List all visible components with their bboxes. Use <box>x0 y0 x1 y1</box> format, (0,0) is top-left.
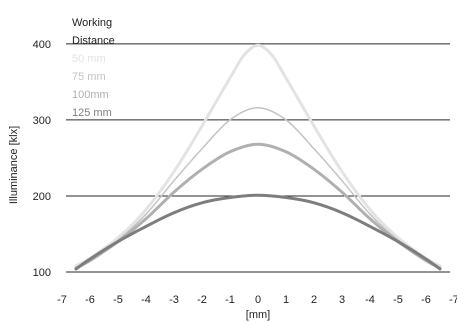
x-tick-label: -4 <box>365 294 375 306</box>
x-tick-label: -6 <box>421 294 431 306</box>
y-axis-title: Illuminance [klx] <box>8 126 20 204</box>
series-line-75mm <box>75 106 441 269</box>
x-tick-label: 1 <box>283 294 289 306</box>
series-line-125mm <box>74 193 442 271</box>
x-tick-label: 2 <box>311 294 317 306</box>
x-axis-title: [mm] <box>246 309 270 321</box>
x-tick-label: 0 <box>255 294 261 306</box>
y-tick-label: 100 <box>33 267 51 279</box>
legend-entry: 100mm <box>72 89 109 101</box>
y-tick-label: 300 <box>33 115 51 127</box>
x-tick-label: 3 <box>339 294 345 306</box>
legend-title-line-1: Working <box>72 17 112 29</box>
legend-entries: 50 mm 75 mm 100mm 125 mm <box>72 53 112 119</box>
legend-entry: 50 mm <box>72 53 106 65</box>
x-tick-label: -3 <box>169 294 179 306</box>
series-line-50mm <box>74 43 442 268</box>
x-tick-label: -7 <box>449 294 457 306</box>
legend: Working Distance 50 mm 75 mm 100mm 125 mm <box>72 17 115 119</box>
x-tick-label: -2 <box>197 294 207 306</box>
x-tick-label: -6 <box>85 294 95 306</box>
legend-entry: 75 mm <box>72 71 106 83</box>
y-tick-label: 200 <box>33 191 51 203</box>
y-tick-label: 400 <box>33 39 51 51</box>
y-axis-ticks: 100 200 300 400 <box>33 39 51 279</box>
x-tick-label: -7 <box>57 294 67 306</box>
x-tick-label: -1 <box>225 294 235 306</box>
x-tick-label: -5 <box>113 294 123 306</box>
x-tick-label: -5 <box>393 294 403 306</box>
legend-title-line-2: Distance <box>72 35 115 47</box>
x-axis-ticks: -7 -6 -5 -4 -3 -2 -1 0 1 2 3 -4 -5 -6 -7 <box>57 294 457 306</box>
series-lines <box>74 43 442 271</box>
legend-entry: 125 mm <box>72 107 112 119</box>
x-tick-label: -4 <box>141 294 151 306</box>
